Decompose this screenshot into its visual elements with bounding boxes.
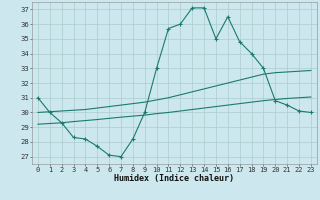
X-axis label: Humidex (Indice chaleur): Humidex (Indice chaleur) [115,174,234,183]
